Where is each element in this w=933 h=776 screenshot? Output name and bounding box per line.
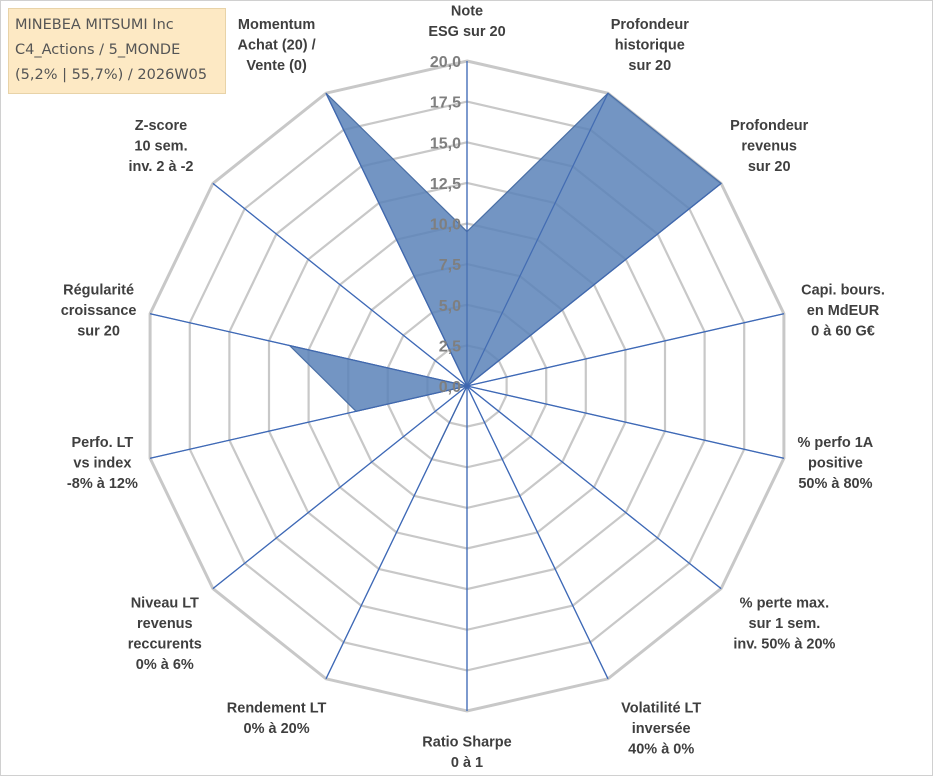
category-label-line: 40% à 0%	[628, 742, 694, 758]
category-label-line: inv. 2 à -2	[128, 159, 193, 175]
spoke-overlay-5	[466, 385, 722, 590]
category-label-3: Capi. bours. en MdEUR 0 à 60 G€	[801, 282, 885, 339]
tick-label-5: 12,5	[430, 176, 461, 193]
radar-series	[149, 61, 785, 711]
category-label-7: Ratio Sharpe 0 à 1	[422, 735, 511, 772]
category-label-line: historique	[615, 38, 685, 54]
spoke-overlay-13	[325, 92, 468, 387]
spoke-overlay-3	[466, 313, 785, 387]
spoke-overlay-6	[466, 385, 609, 680]
category-label-line: revenus	[137, 616, 193, 632]
category-label-12: Z-score 10 sem. inv. 2 à -2	[128, 118, 193, 175]
category-label-line: sur 20	[628, 58, 671, 74]
tick-label-2: 5,0	[439, 298, 461, 315]
category-label-5: % perte max. sur 1 sem. inv. 50% à 20%	[733, 595, 835, 652]
title-company-name: MINEBEA MITSUMI Inc	[15, 17, 174, 33]
category-label-9: Niveau LT revenus reccurents 0% à 6%	[128, 595, 202, 673]
category-labels: Note ESG sur 20 Profondeur historique sur 20…	[61, 4, 885, 772]
tick-label-0: 0,0	[439, 379, 461, 396]
category-label-line: -8% à 12%	[67, 476, 138, 492]
series-area-0	[287, 92, 723, 463]
tick-label-6: 15,0	[430, 135, 461, 152]
title-stats-week: (5,2% | 55,7%) / 2026W05	[15, 67, 208, 83]
tick-label-4: 10,0	[430, 217, 461, 234]
category-label-line: Achat (20) /	[238, 38, 316, 54]
category-label-13: Momentum Achat (20) / Vente (0)	[238, 17, 316, 74]
category-label-line: Profondeur	[611, 17, 689, 33]
category-label-1: Profondeur historique sur 20	[611, 17, 689, 74]
spoke-overlay-8	[325, 385, 468, 680]
category-label-6: Volatilité LT inversée 40% à 0%	[621, 701, 701, 758]
category-label-line: 0 à 60 G€	[811, 323, 875, 339]
category-label-line: 0% à 20%	[244, 721, 310, 737]
tick-label-3: 7,5	[439, 257, 461, 274]
category-label-line: Momentum	[238, 17, 315, 33]
category-label-2: Profondeur revenus sur 20	[730, 118, 808, 175]
tick-label-7: 17,5	[430, 95, 461, 112]
category-label-line: 50% à 80%	[798, 476, 872, 492]
category-label-line: reccurents	[128, 636, 202, 652]
category-label-line: Capi. bours.	[801, 282, 885, 298]
category-label-line: % perfo 1A	[798, 435, 874, 451]
spoke-overlay-4	[466, 385, 785, 459]
tick-label-8: 20,0	[430, 54, 461, 71]
category-label-line: Ratio Sharpe	[422, 735, 511, 751]
category-label-line: Profondeur	[730, 118, 808, 134]
category-label-11: Régularité croissance sur 20	[61, 282, 137, 339]
spoke-overlay-12	[212, 182, 468, 387]
category-label-line: sur 1 sem.	[749, 616, 821, 632]
category-label-10: Perfo. LT vs index -8% à 12%	[67, 435, 138, 492]
category-label-line: Rendement LT	[227, 701, 327, 717]
title-portfolio: C4_Actions / 5_MONDE	[15, 42, 181, 58]
category-label-line: Z-score	[135, 118, 187, 134]
radial-tick-labels: 0,0 2,5 5,0 7,5 10,0 12,5 15,0 17,5 20,0	[430, 54, 461, 396]
category-label-0: Note ESG sur 20	[428, 4, 505, 41]
category-label-line: vs index	[73, 456, 131, 472]
category-label-line: % perte max.	[740, 595, 829, 611]
category-label-line: Note	[451, 4, 483, 20]
category-label-4: % perfo 1A positive 50% à 80%	[798, 435, 874, 492]
category-label-line: Perfo. LT	[72, 435, 134, 451]
category-label-line: inv. 50% à 20%	[733, 636, 835, 652]
category-label-line: sur 20	[748, 159, 791, 175]
category-label-line: Vente (0)	[246, 58, 307, 74]
tick-label-1: 2,5	[439, 338, 461, 355]
category-label-line: croissance	[61, 303, 137, 319]
spoke-overlay-10	[149, 385, 468, 459]
spoke-overlay-9	[212, 385, 468, 590]
chart-title-box: MINEBEA MITSUMI Inc C4_Actions / 5_MONDE…	[8, 8, 226, 94]
category-label-line: Niveau LT	[131, 595, 199, 611]
category-label-line: ESG sur 20	[428, 24, 505, 40]
category-label-line: revenus	[741, 139, 797, 155]
category-label-8: Rendement LT 0% à 20%	[227, 701, 327, 738]
spoke-overlay-11	[149, 313, 468, 387]
spoke-overlay-2	[466, 182, 722, 387]
category-label-line: inversée	[632, 721, 691, 737]
category-label-line: positive	[808, 456, 863, 472]
spoke-overlay-1	[466, 92, 609, 387]
category-label-line: 10 sem.	[134, 139, 187, 155]
category-label-line: Volatilité LT	[621, 701, 701, 717]
category-label-line: 0 à 1	[451, 755, 483, 771]
category-label-line: 0% à 6%	[136, 657, 194, 673]
category-label-line: sur 20	[77, 323, 120, 339]
category-label-line: Régularité	[63, 282, 134, 298]
category-label-line: en MdEUR	[807, 303, 880, 319]
